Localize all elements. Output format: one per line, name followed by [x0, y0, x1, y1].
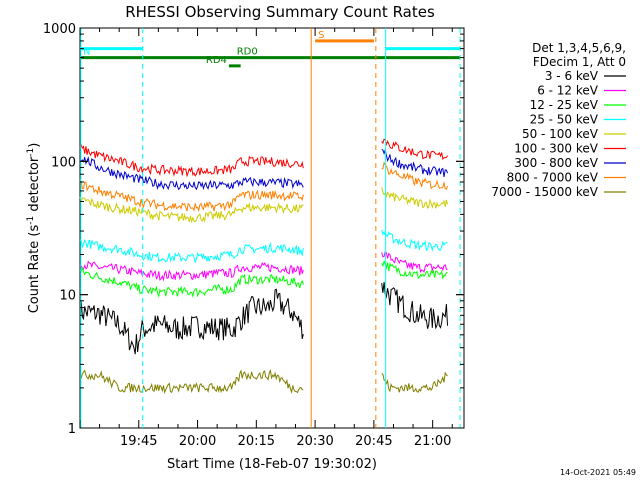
series-line-3-post [381, 229, 448, 252]
legend-header-line1: Det 1,3,4,5,6,9, [532, 41, 626, 55]
x-tick-label-4: 20:45 [355, 434, 392, 449]
flag-label-rd4: RD4 [206, 55, 227, 66]
series-line-6-post [381, 148, 448, 177]
x-tick-label-5: 21:00 [414, 434, 451, 449]
series-line-7-post [381, 161, 448, 190]
series-line-1-pre [79, 260, 304, 282]
x-axis: 19:45 20:00 20:15 20:30 20:45 21:00 [79, 28, 453, 449]
legend-header-line2: FDecim 1, Att 0 [533, 55, 626, 69]
series-line-3-pre [79, 238, 304, 264]
legend: Det 1,3,4,5,6,9, FDecim 1, Att 0 3 - 6 k… [491, 41, 626, 199]
x-tick-label-0: 19:45 [120, 434, 157, 449]
series-line-5-post [381, 138, 448, 161]
x-tick-label-3: 20:30 [296, 434, 333, 449]
timestamp: 14-Oct-2021 05:49 [560, 468, 636, 477]
legend-label-8: 7000 - 15000 keV [491, 185, 598, 199]
x-axis-label: Start Time (18-Feb-07 19:30:02) [167, 457, 377, 472]
y-tick-label-2: 100 [51, 155, 76, 170]
flag-label-s: S [318, 30, 324, 41]
series-line-8-pre [79, 368, 304, 395]
legend-label-2: 12 - 25 keV [530, 98, 599, 112]
series-line-8-post [381, 371, 448, 393]
series-line-4-post [381, 187, 448, 210]
y-tick-label-3: 1000 [43, 22, 76, 37]
y-label-sup2: -1 [26, 148, 36, 157]
legend-label-3: 25 - 50 keV [530, 113, 599, 127]
flag-label-n: N [83, 47, 90, 58]
x-tick-label-1: 20:00 [179, 434, 216, 449]
legend-label-1: 6 - 12 keV [537, 84, 599, 98]
y-axis: 1 10 100 1000 [43, 22, 464, 437]
legend-label-0: 3 - 6 keV [545, 69, 599, 83]
series-line-6-pre [79, 155, 304, 191]
vertical-markers [80, 28, 461, 428]
y-tick-label-0: 1 [68, 422, 76, 437]
legend-label-6: 300 - 800 keV [514, 156, 598, 170]
flag-layer: N S RD0 RD4 [80, 30, 461, 68]
y-label-part3: ) [27, 143, 42, 148]
legend-label-5: 100 - 300 keV [514, 142, 598, 156]
flag-label-rd0: RD0 [237, 47, 258, 58]
y-label-part2: detector [27, 156, 42, 216]
plot-frame [79, 27, 465, 429]
series-line-0-pre [79, 288, 304, 355]
y-tick-label-1: 10 [59, 289, 76, 304]
series-layer [79, 138, 448, 395]
y-label-part1: Count Rate (s [27, 225, 42, 314]
series-line-4-pre [79, 196, 304, 224]
series-line-2-pre [79, 266, 304, 298]
series-line-7-pre [79, 179, 304, 213]
series-line-2-post [381, 259, 448, 280]
series-line-5-pre [79, 143, 304, 178]
y-label-sup1: -1 [26, 216, 36, 225]
y-axis-label: Count Rate (s-1 detector-1) [26, 143, 42, 314]
x-tick-label-2: 20:15 [238, 434, 275, 449]
series-line-0-post [381, 281, 448, 330]
legend-label-4: 50 - 100 keV [522, 127, 599, 141]
chart-title: RHESSI Observing Summary Count Rates [125, 3, 435, 21]
legend-label-7: 800 - 7000 keV [507, 171, 599, 185]
series-line-1-post [381, 251, 448, 274]
